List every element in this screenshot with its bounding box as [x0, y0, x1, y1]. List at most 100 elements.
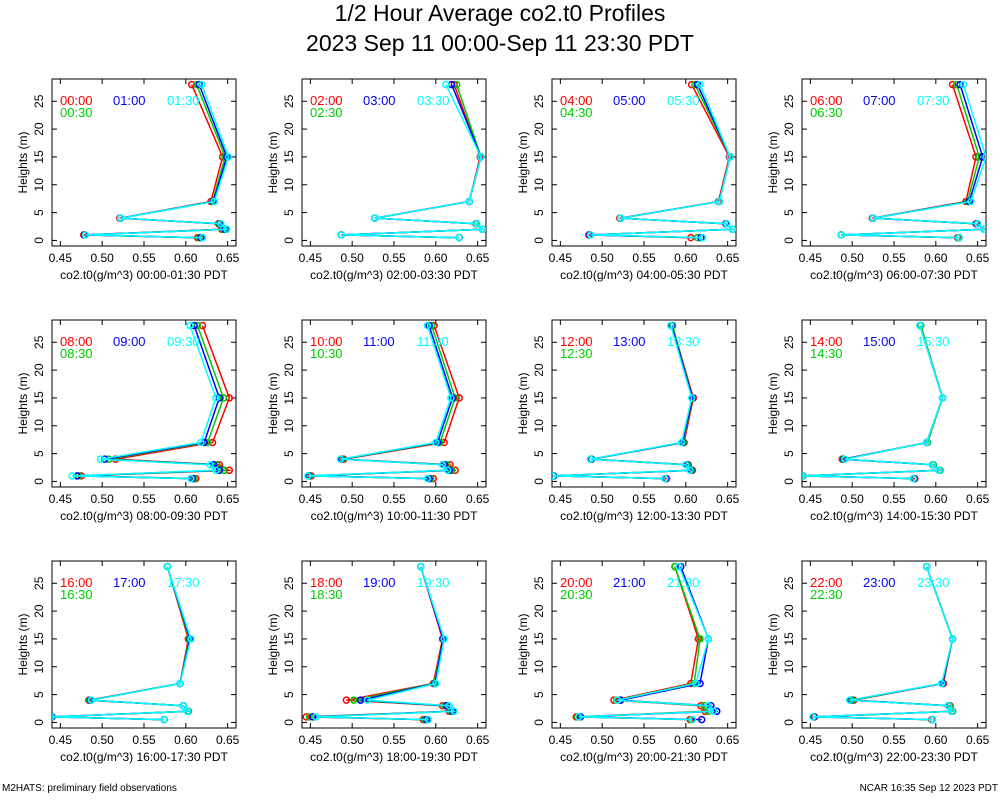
y-tick-label: 0: [32, 478, 46, 485]
series-line-04:30: [589, 84, 735, 239]
y-tick-label: 10: [282, 419, 296, 433]
y-tick-label: 20: [282, 363, 296, 377]
data-point: [922, 562, 931, 571]
data-point: [186, 321, 194, 330]
data-point: [187, 635, 195, 643]
x-tick-label: 0.60: [674, 733, 698, 747]
data-point: [363, 696, 371, 704]
y-tick-label: 5: [32, 209, 46, 216]
series-group: [802, 321, 947, 483]
x-axis-label: co2.t0(g/m^3) 14:00-15:30 PDT: [810, 509, 978, 523]
x-tick-label: 0.50: [91, 733, 115, 747]
data-point: [928, 715, 937, 724]
series-line-21:30: [578, 566, 716, 721]
x-tick-label: 0.65: [966, 733, 990, 747]
legend-entry: 09:00: [113, 334, 146, 349]
data-point: [212, 394, 220, 402]
data-point: [948, 635, 957, 643]
x-tick-label: 0.65: [466, 251, 490, 265]
profile-panel-7: 0.45 0.50 0.55 0.60 0.65 0 5 10 15 20 25 co2.t0(g/m…: [516, 319, 740, 523]
x-tick-label: 0.45: [799, 733, 823, 747]
y-tick-label: 15: [782, 632, 796, 646]
data-point: [704, 635, 713, 643]
x-tick-label: 0.50: [91, 251, 115, 265]
y-tick-label: 25: [282, 576, 296, 590]
y-tick-label: 10: [282, 660, 296, 674]
profile-panel-3: 0.45 0.50 0.55 0.60 0.65 0 5 10 15 20 25 co2.t0(g/m…: [516, 78, 740, 282]
x-tick-label: 0.50: [591, 492, 615, 506]
data-point: [980, 225, 986, 234]
legend-entry: 16:30: [60, 587, 93, 602]
data-point: [432, 679, 440, 688]
y-axis-label: Heights (m): [16, 372, 30, 434]
series-group: [304, 321, 463, 483]
legend-entry: 21:30: [667, 575, 700, 590]
legend-entry: 03:00: [363, 93, 396, 108]
legend-entry: 02:00: [310, 93, 343, 108]
y-tick-label: 5: [782, 209, 796, 216]
series-line-01:30: [85, 84, 230, 239]
data-point: [445, 701, 453, 710]
data-point: [955, 233, 963, 242]
legend-entry: 09:30: [167, 334, 200, 349]
x-tick-label: 0.45: [49, 733, 73, 747]
y-tick-label: 20: [282, 122, 296, 136]
data-point: [959, 80, 968, 89]
x-tick-label: 0.60: [924, 733, 948, 747]
y-tick-label: 10: [532, 660, 546, 674]
y-tick-label: 15: [32, 150, 46, 164]
data-point: [208, 438, 217, 447]
x-axis-label: co2.t0(g/m^3) 10:00-11:30 PDT: [311, 509, 478, 523]
data-point: [424, 715, 433, 724]
legend-entry: 18:30: [310, 587, 343, 602]
data-point: [187, 474, 195, 483]
series-group: [552, 321, 698, 483]
legend-entry: 11:30: [417, 334, 449, 349]
series-line-03:30: [341, 84, 485, 239]
y-tick-label: 0: [282, 237, 296, 244]
legend-entry: 18:00: [310, 575, 343, 590]
x-axis-label: co2.t0(g/m^3) 18:00-19:30 PDT: [310, 750, 478, 764]
x-tick-label: 0.50: [91, 492, 115, 506]
data-point: [81, 231, 90, 239]
legend-entry: 20:30: [560, 587, 593, 602]
data-point: [197, 438, 205, 447]
legend-entry: 00:30: [60, 105, 93, 120]
y-tick-label: 5: [282, 209, 296, 216]
y-tick-label: 0: [782, 237, 796, 244]
y-tick-label: 5: [282, 450, 296, 457]
y-tick-label: 0: [532, 237, 546, 244]
legend-entry: 16:00: [60, 575, 93, 590]
data-point: [845, 696, 854, 704]
y-tick-label: 25: [532, 94, 546, 108]
x-tick-label: 0.45: [49, 251, 73, 265]
x-tick-label: 0.65: [716, 733, 740, 747]
y-tick-label: 0: [282, 719, 296, 726]
x-tick-label: 0.50: [841, 492, 865, 506]
y-tick-label: 20: [532, 363, 546, 377]
y-tick-label: 5: [32, 450, 46, 457]
x-tick-label: 0.55: [632, 251, 656, 265]
y-tick-label: 0: [532, 719, 546, 726]
x-tick-label: 0.65: [216, 733, 240, 747]
data-point: [723, 219, 731, 228]
data-point: [840, 455, 849, 463]
x-tick-label: 0.55: [882, 733, 906, 747]
data-point: [96, 455, 105, 463]
series-line-00:00: [83, 84, 224, 239]
data-point: [809, 713, 817, 721]
data-point: [304, 472, 312, 480]
x-tick-label: 0.65: [966, 251, 990, 265]
x-tick-label: 0.50: [591, 251, 615, 265]
y-tick-label: 10: [32, 419, 46, 433]
data-point: [473, 219, 481, 228]
data-point: [52, 713, 55, 721]
series-group: [52, 562, 195, 724]
legend-entry: 03:30: [417, 93, 450, 108]
data-point: [197, 80, 206, 89]
data-point: [116, 214, 125, 222]
y-tick-label: 25: [532, 335, 546, 349]
data-point: [423, 321, 432, 330]
data-point: [696, 80, 704, 89]
data-point: [677, 438, 686, 447]
